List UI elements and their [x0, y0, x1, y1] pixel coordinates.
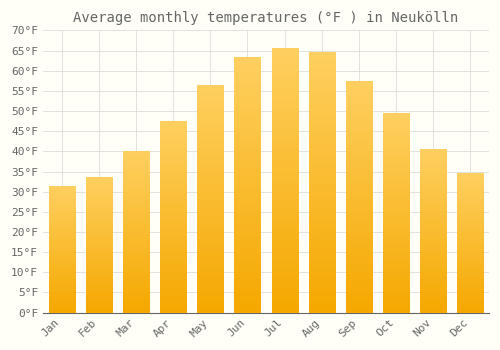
Title: Average monthly temperatures (°F ) in Neukölln: Average monthly temperatures (°F ) in Ne…	[74, 11, 458, 25]
